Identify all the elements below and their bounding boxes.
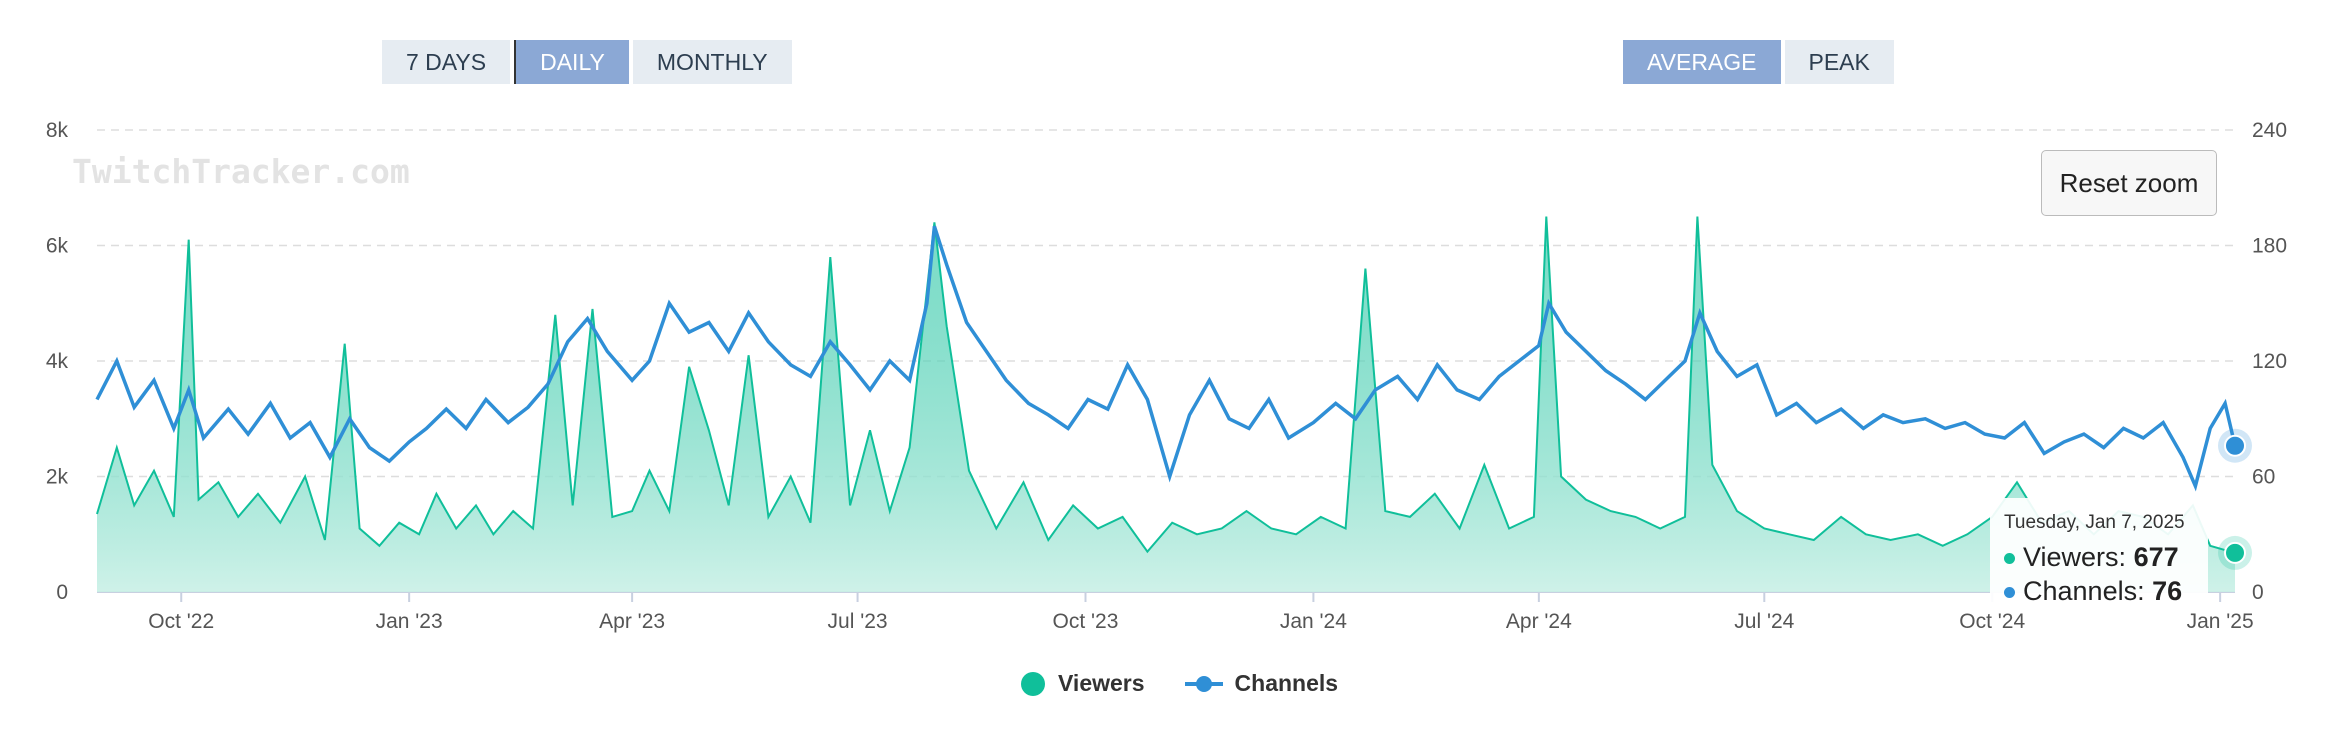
x-tick-label: Jul '23: [828, 610, 888, 633]
series: [95, 216, 2237, 592]
viewers-hover-marker: [2224, 541, 2246, 564]
y-right-tick-label: 240: [2252, 119, 2287, 142]
channels-legend-icon: [1184, 675, 1223, 692]
tooltip-channels-label: Channels:: [2023, 576, 2145, 606]
channels-series-line: [95, 225, 2237, 492]
x-tick-label: Jan '25: [2187, 610, 2254, 633]
tooltip-date: Tuesday, Jan 7, 2025: [2004, 512, 2185, 533]
daily-button[interactable]: DAILY: [514, 40, 629, 84]
viewers-legend-icon: [1021, 671, 1045, 696]
legend-item-viewers[interactable]: Viewers: [1020, 670, 1145, 697]
legend-item-channels[interactable]: Channels: [1184, 670, 1339, 697]
tooltip: Tuesday, Jan 7, 2025 Viewers: 677 Channe…: [1990, 498, 2208, 610]
legend-viewers-label: Viewers: [1058, 670, 1145, 696]
y-left-tick-label: 2k: [46, 466, 69, 489]
hover-markers: [2218, 428, 2252, 570]
y-left-tick-label: 6k: [46, 235, 69, 258]
grid-lines: [97, 129, 2235, 593]
y-right-tick-label: 120: [2252, 350, 2287, 373]
mode-selector: AVERAGE PEAK: [1623, 40, 1894, 84]
y-left-tick-label: 8k: [46, 119, 69, 142]
tooltip-channels-value: 76: [2152, 576, 2183, 606]
y-right-tick-label: 180: [2252, 235, 2287, 258]
average-button[interactable]: AVERAGE: [1623, 40, 1781, 84]
tooltip-viewers-label: Viewers:: [2023, 542, 2127, 572]
viewers-dot-icon: [2004, 553, 2015, 565]
x-tick-label: Apr '24: [1506, 610, 1572, 633]
tooltip-viewers-row: Viewers: 677: [2004, 540, 2208, 574]
watermark: TwitchTracker.com: [72, 152, 410, 191]
x-tick-label: Oct '24: [1959, 610, 2025, 633]
y-right-tick-label: 0: [2252, 581, 2264, 604]
peak-button[interactable]: PEAK: [1784, 40, 1894, 84]
reset-zoom-button[interactable]: Reset zoom: [2041, 150, 2217, 216]
legend: Viewers Channels: [1020, 670, 1338, 697]
y-left-tick-label: 4k: [46, 350, 69, 373]
monthly-button[interactable]: MONTHLY: [632, 40, 792, 84]
x-tick-label: Jan '24: [1280, 610, 1347, 633]
tooltip-channels-row: Channels: 76: [2004, 574, 2208, 608]
y-left-tick-label: 0: [56, 581, 68, 604]
y-right-tick-label: 60: [2252, 466, 2275, 489]
7-days-button[interactable]: 7 DAYS: [382, 40, 511, 84]
channels-hover-marker: [2224, 434, 2246, 457]
x-tick-label: Oct '23: [1053, 610, 1119, 633]
legend-channels-label: Channels: [1234, 670, 1339, 696]
x-tick-label: Apr '23: [599, 610, 665, 633]
period-selector: 7 DAYS DAILY MONTHLY: [382, 40, 792, 84]
x-tick-label: Jan '23: [376, 610, 443, 633]
x-tick-label: Jul '24: [1734, 610, 1794, 633]
x-tick-label: Oct '22: [148, 610, 214, 633]
channels-dot-icon: [2004, 587, 2015, 599]
viewers-series-line: [96, 216, 2236, 554]
tooltip-viewers-value: 677: [2133, 542, 2179, 572]
